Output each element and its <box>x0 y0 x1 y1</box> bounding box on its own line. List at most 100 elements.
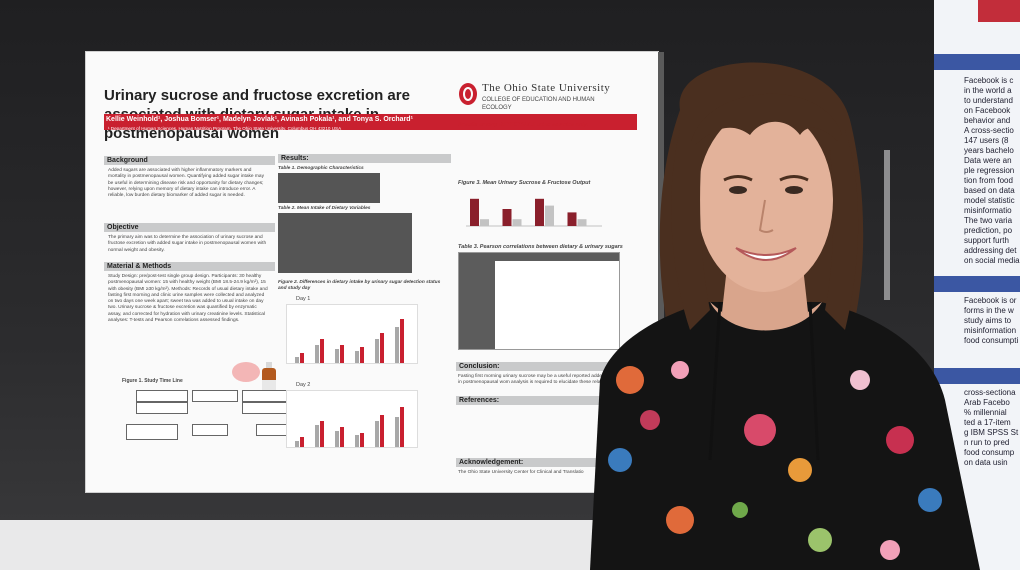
bar-fructose <box>545 205 554 226</box>
presenter-woman <box>590 62 980 570</box>
table1-title: Table 1. Demographic Characteristics <box>278 166 364 171</box>
bar-sucrose <box>502 209 512 226</box>
banner-line: on social media <box>964 256 1020 265</box>
banner-line: ple regression <box>964 166 1015 175</box>
bar-sucrose <box>535 198 544 226</box>
banner-stripe <box>934 54 1020 70</box>
methods-text: Study Design: pre/post-test single group… <box>108 274 268 324</box>
chart-bar <box>395 327 399 363</box>
chart-bar <box>300 353 304 363</box>
bar-fructose <box>480 219 489 226</box>
demographics-table <box>278 173 380 203</box>
banner-text-1: Facebook is c in the world a to understand… <box>964 76 1020 266</box>
chart-bar <box>320 339 324 363</box>
banner-line: misinformatio <box>964 206 1012 215</box>
banner-stripe <box>934 276 1020 292</box>
table-column-header <box>495 253 619 261</box>
section-conclusion: Conclusion: <box>456 362 639 371</box>
poster-authors: Kellie Weinhold¹, Joshua Bomser¹, Madely… <box>106 116 413 123</box>
intake-chart-day1 <box>286 304 418 364</box>
table2-title: Table 2. Mean Intake of Dietary Variable… <box>278 206 371 211</box>
timeline-box <box>126 424 178 440</box>
bar-sucrose <box>567 212 577 226</box>
acknowledgement-text: The Ohio State University Center for Cli… <box>458 470 584 475</box>
bar-fructose <box>512 219 522 226</box>
day1-label: Day 1 <box>296 296 311 302</box>
chart-bar <box>375 421 379 447</box>
banner-line: cross-sectiona <box>964 388 1016 397</box>
chart-bar <box>295 357 299 363</box>
display-stand-pole <box>884 150 890 300</box>
chart-bar <box>355 351 359 363</box>
banner-line: food consump <box>964 448 1015 457</box>
figure2-title: Figure 2. Differences in dietary intake … <box>278 280 441 292</box>
section-background: Background <box>104 156 275 165</box>
banner-line: support furth <box>964 236 1009 245</box>
banner-line: on data usin <box>964 458 1008 467</box>
chart-bar <box>375 339 379 363</box>
author-bar <box>104 114 637 130</box>
banner-line: Arab Facebo <box>964 398 1010 407</box>
timeline-box <box>192 424 228 436</box>
college-name: COLLEGE OF EDUCATION AND HUMAN ECOLOGY <box>482 97 595 111</box>
poster-affiliation: ¹ Department of Human Sciences, Human Nu… <box>108 126 342 131</box>
section-objective: Objective <box>104 223 275 232</box>
correlation-table <box>458 252 620 350</box>
figure1-title: Figure 1. Study Time Line <box>122 378 183 384</box>
university-name: The Ohio State University <box>482 82 611 94</box>
banner-line: years bachelo <box>964 146 1014 155</box>
results-detectable-heading: Results among DETECTABLE urine samples o… <box>458 122 589 128</box>
chart-bar <box>335 431 339 447</box>
banner-line: tion from food <box>964 176 1013 185</box>
intake-chart-day2 <box>286 390 418 448</box>
banner-line: % millennial <box>964 408 1007 417</box>
bar-fructose <box>577 219 587 226</box>
banner-line: to understand <box>964 96 1013 105</box>
banner-line: Data were an <box>964 156 1012 165</box>
section-methods: Material & Methods <box>104 262 275 271</box>
chart-bar <box>320 421 324 447</box>
chart-bar <box>380 415 384 447</box>
chart-bar <box>335 349 339 363</box>
chart-bar <box>355 435 359 447</box>
chart-bar <box>400 319 404 363</box>
osu-logo-icon <box>459 83 477 105</box>
banner-stripe <box>934 368 1020 384</box>
chart-bar <box>400 407 404 447</box>
table-row-header <box>459 253 495 349</box>
figure3-title: Figure 3. Mean Urinary Sucrose & Fructos… <box>458 180 591 186</box>
banner-line: Facebook is or <box>964 296 1017 305</box>
banner-line: Facebook is c <box>964 76 1014 85</box>
banner-line: food consumpti <box>964 336 1019 345</box>
conclusion-text: Fasting first morning urinary sucrose ma… <box>458 374 633 386</box>
banner-line: on Facebook <box>964 106 1011 115</box>
banner-line: addressing det <box>964 246 1017 255</box>
banner-line: forms in the w <box>964 306 1014 315</box>
chart-bar <box>340 427 344 447</box>
chart-bar <box>360 433 364 447</box>
chart-bar <box>340 345 344 363</box>
banner-line: prediction, po <box>964 226 1013 235</box>
banner-line: A cross-sectio <box>964 126 1014 135</box>
table3-title: Table 3. Pearson correlations between di… <box>458 244 623 250</box>
banner-line: in the world a <box>964 86 1012 95</box>
banner-logo <box>978 0 1020 22</box>
chart-bar <box>300 437 304 447</box>
research-poster: Urinary sucrose and fructose excretion a… <box>86 52 658 492</box>
chart-bar <box>360 347 364 363</box>
banner-line: misinformation <box>964 326 1017 335</box>
background-text: Added sugars are associated with higher … <box>108 168 264 199</box>
banner-line: model statistic <box>964 196 1015 205</box>
figure3-chart <box>466 198 602 227</box>
timeline-box <box>136 402 188 414</box>
floor-strip <box>0 520 620 570</box>
chart-bar <box>315 425 319 447</box>
banner-line: based on data <box>964 186 1015 195</box>
banner-line: behavior and <box>964 116 1011 125</box>
banner-line: The two varia <box>964 216 1013 225</box>
floral-pattern <box>608 361 942 560</box>
banner-line: g IBM SPSS St <box>964 428 1019 437</box>
banner-line: 147 users (8 <box>964 136 1009 145</box>
section-acknowledgement: Acknowledgement: <box>456 458 639 467</box>
